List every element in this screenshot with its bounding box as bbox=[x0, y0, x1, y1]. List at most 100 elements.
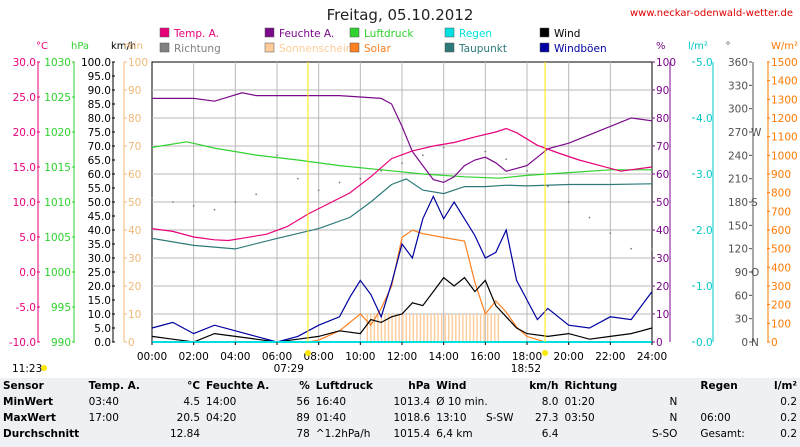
direction-point bbox=[338, 181, 341, 184]
axis-tick-humidity: 100 bbox=[656, 57, 676, 69]
sunshine-bar bbox=[479, 314, 482, 342]
axis-tick-sunshine: 10 bbox=[128, 309, 141, 321]
axis-tick-pressure: 1015 bbox=[44, 162, 71, 174]
axis-tick-sunshine: 80 bbox=[128, 113, 141, 125]
x-tick-label: 06:00 bbox=[262, 351, 292, 363]
sunshine-bar bbox=[476, 314, 478, 342]
axis-tick-wind: 50.0 bbox=[88, 197, 111, 209]
sunshine-bar bbox=[455, 314, 457, 342]
dir-value: N bbox=[669, 412, 678, 424]
wind-value: 6.4 bbox=[541, 428, 559, 440]
axis-tick-humidity: 40 bbox=[656, 225, 669, 237]
stats-header: Temp. A. bbox=[88, 380, 140, 392]
legend-label-solar: Solar bbox=[364, 43, 391, 55]
axis-tick-solar: 500 bbox=[771, 244, 791, 256]
sunshine-bar bbox=[402, 314, 404, 342]
chart-legend: Temp. A. Feuchte A. Luftdruck Regen Wind Rich… bbox=[159, 27, 607, 55]
axis-tick-wind: 60.0 bbox=[88, 169, 111, 181]
axis-tick-rain: 0.0 bbox=[696, 337, 713, 349]
hum-value: 78 bbox=[296, 428, 310, 440]
axis-tick-wind: 30.0 bbox=[88, 253, 111, 265]
rain-time: Gesamt: bbox=[700, 428, 745, 440]
axis-tick-wind: 100.0 bbox=[81, 57, 111, 69]
x-tick-label: 16:00 bbox=[470, 351, 500, 363]
axis-tick-temp: 0.0 bbox=[19, 267, 36, 279]
sunshine-bar bbox=[494, 314, 496, 342]
axis-unit-wind: km/h bbox=[111, 41, 136, 52]
axis-tick-wind: 25.0 bbox=[88, 267, 111, 279]
axis-tick-humidity: 70 bbox=[656, 141, 669, 153]
sunshine-bar bbox=[387, 314, 390, 342]
axis-tick-temp: 15.0 bbox=[13, 162, 36, 174]
axis-tick-solar: 900 bbox=[771, 169, 791, 181]
axes-group: °C -10.0 -5.0 0.0 5.0 10.0 15.0 20.0 25.0 30.0 hPa… bbox=[9, 41, 798, 349]
sunshine-bar bbox=[391, 314, 393, 342]
rain-time bbox=[680, 394, 771, 410]
direction-point bbox=[526, 169, 528, 172]
dir-time: 01:20 bbox=[564, 396, 595, 408]
axis-tick-temp: 30.0 bbox=[13, 57, 36, 69]
axis-tick-wind: 65.0 bbox=[88, 155, 111, 167]
wind-value: 27.3 bbox=[535, 412, 559, 424]
sunshine-bar bbox=[423, 314, 425, 342]
axis-tick-direction: 270 bbox=[728, 127, 748, 139]
direction-point bbox=[505, 158, 508, 161]
stats-header: °C bbox=[187, 380, 201, 392]
sunshine-bar bbox=[380, 314, 383, 342]
direction-point bbox=[171, 201, 174, 203]
temp-time: 17:00 bbox=[88, 412, 119, 424]
axis-tick-pressure: 1005 bbox=[44, 232, 71, 244]
sunshine-bar bbox=[462, 314, 464, 342]
hum-value: 89 bbox=[296, 412, 310, 424]
sun-markers: 07:29 18:52 11:23 bbox=[12, 62, 549, 375]
axis-tick-wind: 45.0 bbox=[88, 211, 111, 223]
legend-swatch-gust bbox=[539, 42, 550, 53]
axis-tick-solar: 1400 bbox=[771, 76, 798, 88]
press-value: 1015.4 bbox=[393, 428, 431, 440]
sunshine-bar bbox=[437, 314, 439, 342]
x-tick-label: 04:00 bbox=[220, 351, 250, 363]
axis-tick-temp: 25.0 bbox=[13, 92, 36, 104]
axis-tick-sunshine: 0 bbox=[128, 337, 135, 349]
axis-tick-direction: 240 bbox=[728, 150, 748, 162]
stats-panel: Sensor Temp. A. °C Feuchte A. % Luftdruc… bbox=[0, 378, 800, 447]
weather-chart: Freitag, 05.10.2012 www.neckar-odenwald-… bbox=[9, 6, 798, 375]
stats-header: Wind bbox=[436, 380, 467, 392]
sunshine-bar bbox=[458, 314, 461, 342]
x-tick-label: 22:00 bbox=[595, 351, 625, 363]
series-line-solar bbox=[152, 229, 652, 343]
stats-table: Sensor Temp. A. °C Feuchte A. % Luftdruc… bbox=[0, 378, 800, 442]
legend-swatch-rain bbox=[444, 27, 455, 38]
stats-row-max: MaxWert 17:00 20.5 04:20 89 01:40 1018.6… bbox=[0, 410, 800, 426]
x-tick-label: 14:00 bbox=[429, 351, 459, 363]
axis-tick-temp: -10.0 bbox=[9, 337, 36, 349]
wind-label: 13:10 S-SW bbox=[433, 410, 516, 426]
wind-value: 8.0 bbox=[541, 396, 559, 408]
axis-tick-pressure: 990 bbox=[51, 337, 71, 349]
legend-label-direction: Richtung bbox=[174, 43, 221, 55]
sunshine-bar bbox=[440, 314, 443, 342]
temp-value: 12.84 bbox=[169, 428, 201, 440]
sunshine-bar bbox=[465, 314, 468, 342]
direction-point bbox=[484, 150, 487, 153]
x-tick-label: 02:00 bbox=[179, 351, 209, 363]
direction-point bbox=[588, 216, 591, 219]
axis-tick-rain: 5.0 bbox=[696, 57, 713, 69]
direction-point bbox=[567, 201, 570, 203]
axis-tick-pressure: 1030 bbox=[44, 57, 71, 69]
sunshine-bar bbox=[451, 314, 453, 342]
direction-point bbox=[442, 146, 445, 149]
axis-tick-wind: 95.0 bbox=[88, 71, 111, 83]
x-tick-label: 10:00 bbox=[345, 351, 375, 363]
stats-header: Richtung bbox=[564, 380, 618, 392]
sunshine-bar bbox=[412, 314, 415, 342]
axis-unit-direction: ° bbox=[726, 41, 731, 52]
axis-tick-direction: 150 bbox=[728, 220, 748, 232]
axis-tick-direction: 60 bbox=[735, 290, 748, 302]
axis-tick-humidity: 30 bbox=[656, 253, 669, 265]
wind-time: 13:10 bbox=[436, 412, 467, 424]
legend-swatch-direction bbox=[159, 42, 170, 53]
sunshine-bar bbox=[469, 314, 471, 342]
axis-tick-temp: -5.0 bbox=[16, 302, 37, 314]
axis-tick-sunshine: 90 bbox=[128, 85, 141, 97]
